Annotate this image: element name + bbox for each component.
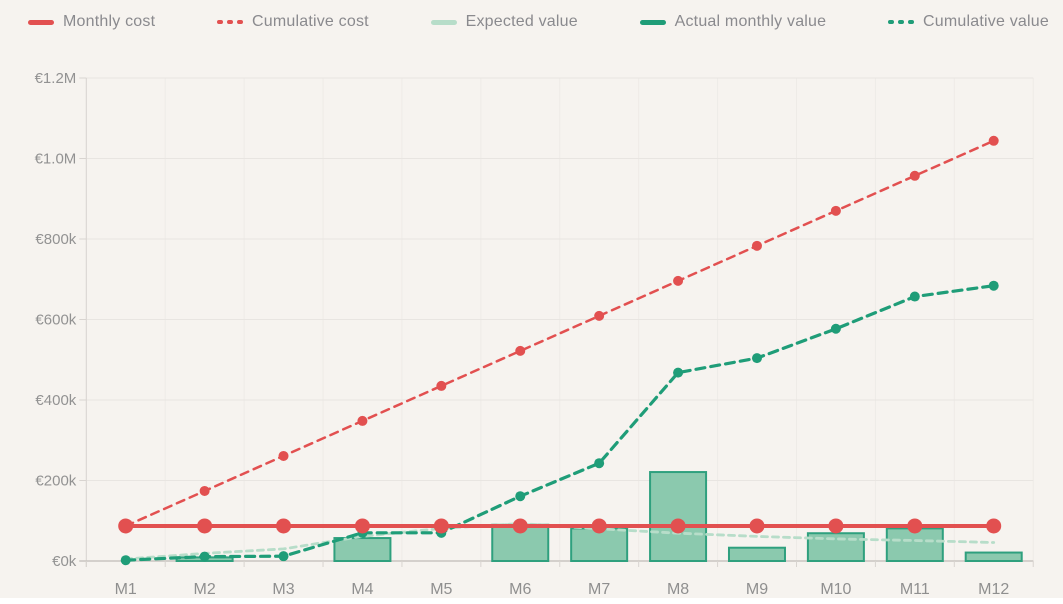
x-axis-label: M4 [351,581,373,598]
y-axis-label: €400k [35,392,76,409]
y-axis-label: €800k [35,231,76,248]
x-axis-label: M1 [115,581,137,598]
point-cumulative-value-M7 [594,458,605,469]
point-monthly-cost-M12 [986,518,1002,534]
bar-M9 [727,546,786,563]
line-cumulative-cost [124,139,995,528]
point-cumulative-value-M2 [199,551,210,562]
legend-item-expected-value[interactable]: Expected value [430,13,578,31]
point-cumulative-cost-M12 [988,135,999,146]
legend-swatch-solid [28,19,54,25]
point-cumulative-value-M11 [909,291,920,302]
x-axis-label: M10 [820,581,851,598]
legend-swatch-dotted [217,20,243,24]
legend-swatch-dotted [888,20,915,24]
bar-M12 [964,551,1023,562]
point-cumulative-value-M12 [988,280,999,291]
x-axis-label: M8 [667,581,689,598]
x-axis-label: M3 [272,581,294,598]
point-cumulative-cost-M7 [594,310,605,321]
point-cumulative-value-M8 [673,367,684,378]
legend-item-monthly-cost[interactable]: Monthly cost [28,13,155,31]
point-cumulative-value-M3 [278,551,289,562]
point-cumulative-cost-M8 [673,275,684,286]
point-cumulative-value-M6 [515,491,526,502]
point-cumulative-cost-M11 [909,170,920,181]
point-monthly-cost-M1 [118,518,134,534]
bottom-strip [0,598,1063,604]
point-cumulative-cost-M9 [751,240,762,251]
point-monthly-cost-M10 [828,518,844,534]
point-monthly-cost-M8 [670,518,686,534]
point-cumulative-value-M10 [830,323,841,334]
x-axis-label: M5 [430,581,452,598]
point-cumulative-cost-M6 [515,345,526,356]
point-monthly-cost-M7 [591,518,607,534]
point-cumulative-cost-M3 [278,450,289,461]
point-cumulative-value-M9 [751,353,762,364]
point-monthly-cost-M5 [433,518,449,534]
legend-swatch-solid [430,19,457,25]
x-axis-label: M11 [900,581,930,598]
x-axis-label: M6 [509,581,531,598]
legend-item-actual-monthly-value[interactable]: Actual monthly value [639,13,827,31]
legend-label: Actual monthly value [674,13,827,30]
x-axis-label: M9 [746,581,768,598]
y-axis-label: €1.2M [35,70,77,87]
point-cumulative-value-M1 [120,555,131,566]
point-cumulative-cost-M2 [199,485,210,496]
chart-legend: Monthly cost Cumulative cost Expected valu… [0,8,1063,36]
legend-label: Cumulative value [923,13,1049,30]
bar-M4 [333,537,392,562]
legend-swatch-solid [639,19,666,25]
point-cumulative-cost-M10 [830,205,841,216]
point-monthly-cost-M4 [354,518,370,534]
point-cumulative-cost-M4 [357,415,368,426]
line-cumulative-value [124,284,996,562]
legend-label: Monthly cost [63,13,156,30]
point-cumulative-cost-M5 [436,380,447,391]
bar-M11 [885,527,944,563]
x-axis-label: M7 [588,581,610,598]
point-monthly-cost-M6 [512,518,528,534]
legend-item-cumulative-value[interactable]: Cumulative value [888,13,1049,31]
point-monthly-cost-M11 [907,518,923,534]
legend-label: Expected value [465,13,578,30]
y-axis-label: €600k [35,312,76,329]
legend-item-cumulative-cost[interactable]: Cumulative cost [217,13,369,31]
y-axis-label: €1.0M [35,151,77,168]
y-axis-label: €0k [52,553,77,570]
legend-label: Cumulative cost [252,13,369,30]
x-axis-label: M2 [193,581,215,598]
y-axis-label: €200k [35,473,76,490]
point-monthly-cost-M9 [749,518,765,534]
point-monthly-cost-M3 [276,518,292,534]
point-monthly-cost-M2 [197,518,213,534]
bar-M8 [649,471,708,562]
x-axis-label: M12 [978,581,1009,598]
